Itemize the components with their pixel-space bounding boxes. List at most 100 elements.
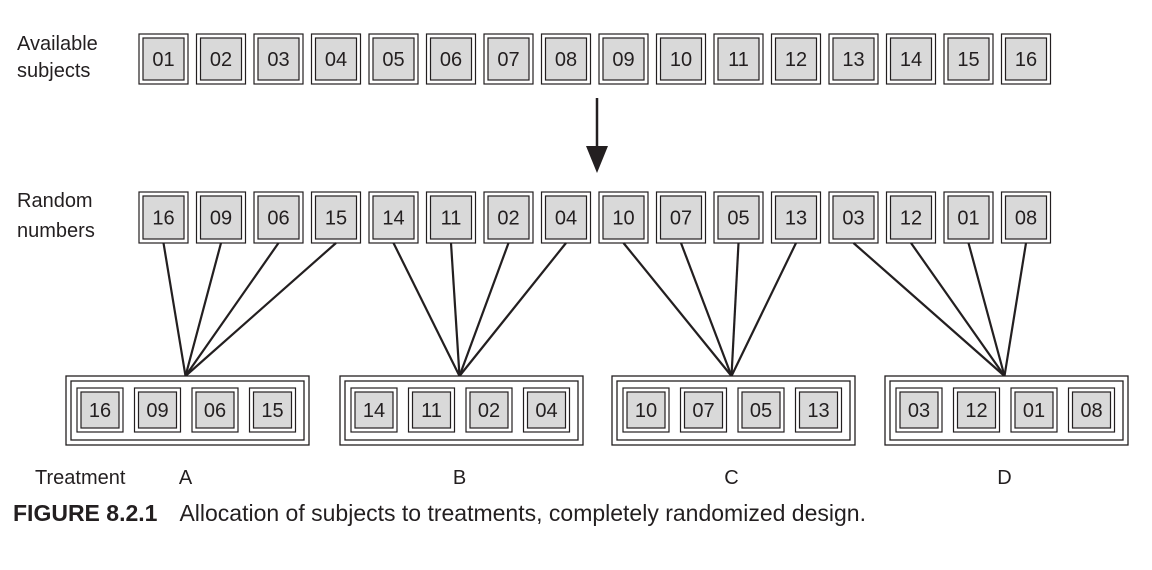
- treatment-groups: 16 09 06 15 A 14 11 02 04 B 10 07 05 13 C 03 12 01 08 D: [65, 375, 1129, 489]
- random-number-box: 16: [138, 191, 189, 244]
- treatment-subject-box: 05: [737, 387, 785, 433]
- available-subject-box: 03: [253, 33, 304, 85]
- random-number-box-label: 06: [267, 208, 289, 230]
- random-number-box: 11: [425, 191, 477, 244]
- available-subject-box: 09: [598, 33, 649, 85]
- random-number-box: 14: [368, 191, 419, 244]
- treatment-subject-box-label: 07: [692, 400, 714, 422]
- connector-line: [967, 242, 1006, 377]
- random-number-box: 06: [253, 191, 304, 244]
- available-subject-box: 05: [368, 33, 419, 85]
- figure-number: FIGURE 8.2.1: [13, 500, 158, 526]
- available-subject-box-label: 14: [900, 49, 922, 71]
- available-subject-box: 04: [310, 33, 362, 85]
- treatment-subject-box: 08: [1067, 387, 1116, 433]
- treatment-name-a: A: [179, 467, 193, 489]
- random-number-box-label: 13: [785, 208, 807, 230]
- treatment-subject-box: 15: [248, 387, 297, 433]
- treatment-subject-box-label: 09: [146, 400, 168, 422]
- available-subject-box: 01: [138, 33, 189, 85]
- treatment-label: Treatment: [35, 467, 126, 489]
- treatment-group-d: 03 12 01 08: [884, 375, 1129, 446]
- available-subject-box-label: 16: [1015, 49, 1037, 71]
- available-subject-box-label: 06: [440, 49, 462, 71]
- random-number-box-label: 09: [210, 208, 232, 230]
- connector-line: [449, 242, 461, 377]
- connector-line: [730, 242, 740, 377]
- treatment-subject-box-label: 03: [908, 400, 930, 422]
- available-subject-box-label: 01: [152, 49, 174, 71]
- available-subject-box: 15: [943, 33, 994, 85]
- treatment-subject-box-label: 14: [363, 400, 385, 422]
- available-subject-box: 08: [540, 33, 592, 85]
- random-number-box: 12: [885, 191, 937, 244]
- random-number-box-label: 14: [382, 208, 404, 230]
- treatment-subject-box: 16: [76, 387, 124, 433]
- available-subject-box-label: 04: [325, 49, 347, 71]
- available-subject-box: 12: [770, 33, 822, 85]
- random-number-box: 03: [828, 191, 879, 244]
- random-number-box-label: 08: [1015, 208, 1037, 230]
- available-subject-box-label: 12: [785, 49, 807, 71]
- random-number-box-label: 10: [612, 208, 634, 230]
- connector-line: [184, 242, 223, 377]
- treatment-subject-box-label: 13: [807, 400, 829, 422]
- available-subject-box: 11: [713, 33, 764, 85]
- connector-line: [852, 242, 1006, 377]
- treatment-subject-box-label: 04: [535, 400, 557, 422]
- treatment-subject-box: 10: [622, 387, 670, 433]
- available-subject-box-label: 13: [842, 49, 864, 71]
- treatment-subject-box: 12: [952, 387, 1001, 433]
- available-subject-box-label: 08: [555, 49, 577, 71]
- random-number-box-label: 12: [900, 208, 922, 230]
- treatment-subject-box-label: 15: [261, 400, 283, 422]
- caption-text: Allocation of subjects to treatments, co…: [179, 500, 866, 526]
- available-subject-box-label: 02: [210, 49, 232, 71]
- random-number-box: 10: [598, 191, 649, 244]
- random-label-line2: numbers: [17, 220, 95, 242]
- random-number-box-label: 04: [555, 208, 577, 230]
- random-number-box-label: 07: [670, 208, 692, 230]
- treatment-subject-box: 04: [522, 387, 571, 433]
- treatment-group-c: 10 07 05 13: [611, 375, 856, 446]
- treatment-subject-box-label: 11: [421, 400, 442, 422]
- available-subject-box: 16: [1000, 33, 1052, 85]
- connector-line: [1003, 242, 1028, 377]
- available-subject-box-label: 05: [382, 49, 404, 71]
- available-label-line1: Available: [17, 33, 98, 55]
- random-number-box-label: 03: [842, 208, 864, 230]
- random-number-box: 01: [943, 191, 994, 244]
- treatment-subject-box: 09: [133, 387, 182, 433]
- available-subject-box: 02: [195, 33, 247, 85]
- available-subject-box-label: 15: [957, 49, 979, 71]
- random-number-box-label: 16: [152, 208, 174, 230]
- figure-caption: FIGURE 8.2.1 Allocation of subjects to tr…: [13, 500, 866, 527]
- connector-line: [730, 242, 797, 377]
- treatment-subject-box: 11: [407, 387, 456, 433]
- treatment-name-c: C: [724, 467, 738, 489]
- random-number-box: 02: [483, 191, 534, 244]
- treatment-subject-box-label: 08: [1080, 400, 1102, 422]
- treatment-name-d: D: [997, 467, 1011, 489]
- down-arrow-icon: [586, 98, 608, 173]
- random-number-box-label: 02: [497, 208, 519, 230]
- random-number-box-label: 15: [325, 208, 347, 230]
- available-subject-box: 14: [885, 33, 937, 85]
- treatment-subject-box: 07: [679, 387, 728, 433]
- connector-line: [184, 242, 280, 377]
- connector-line: [458, 242, 510, 377]
- available-subject-box: 13: [828, 33, 879, 85]
- treatment-subject-box: 06: [191, 387, 239, 433]
- available-subjects-row: 01 02 03 04 05 06 07 08 09 10 11 12 13 14 15 16: [138, 33, 1052, 85]
- treatment-subject-box: 02: [465, 387, 513, 433]
- connector-line: [458, 242, 567, 377]
- treatment-subject-box-label: 10: [635, 400, 657, 422]
- random-label-line1: Random: [17, 190, 93, 212]
- available-subject-box-label: 03: [267, 49, 289, 71]
- treatment-subject-box: 14: [350, 387, 398, 433]
- random-number-box-label: 11: [441, 208, 462, 230]
- treatment-name-b: B: [453, 467, 466, 489]
- connector-line: [910, 242, 1006, 377]
- available-subject-box-label: 09: [612, 49, 634, 71]
